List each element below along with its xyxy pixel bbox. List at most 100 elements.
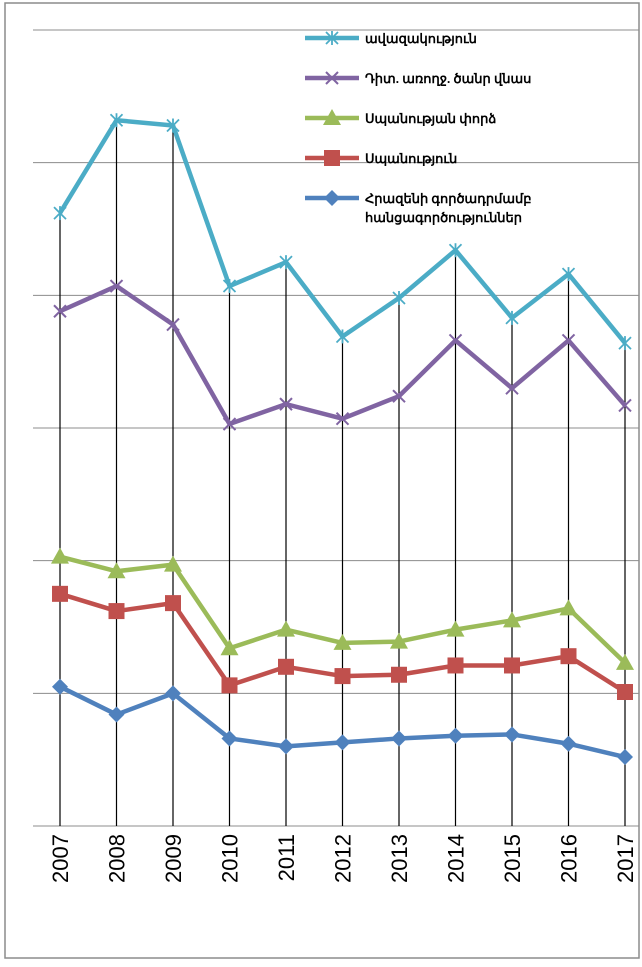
legend-item: Հրազենի գործադրմամբ հանցագործություններ <box>305 190 531 226</box>
data-point-square <box>324 150 340 166</box>
marker-stroke <box>505 381 519 395</box>
legend-label: Դիտ. առողջ. ծանր վնաս <box>365 71 531 86</box>
data-point-x <box>618 398 632 413</box>
data-point-star <box>618 336 632 351</box>
marker-stroke <box>618 398 632 413</box>
data-point-square <box>278 658 294 675</box>
data-point-triangle <box>323 109 341 125</box>
data-point-square <box>334 668 351 685</box>
series <box>51 547 634 670</box>
data-point-star <box>166 118 180 133</box>
series <box>52 585 633 701</box>
data-point-diamond <box>108 706 125 723</box>
data-point-triangle <box>446 620 465 637</box>
data-point-x <box>335 412 350 426</box>
data-point-triangle <box>559 599 578 616</box>
marker-stroke <box>279 397 293 411</box>
data-point-diamond <box>278 738 294 755</box>
legend-label: Հրազենի գործադրմամբ հանցագործություններ <box>365 191 531 226</box>
data-point-square <box>617 684 633 701</box>
legend-item: Սպանության փորձ <box>305 109 496 126</box>
data-point-star <box>53 206 67 221</box>
legend-item: Դիտ. առողջ. ծանր վնաս <box>305 71 531 86</box>
x-tick-label: 2011 <box>274 834 299 881</box>
marker-stroke <box>53 304 67 318</box>
data-point-star <box>335 329 350 344</box>
data-point-star <box>222 279 237 294</box>
data-point-x <box>109 279 124 293</box>
marker-stroke <box>166 317 180 332</box>
data-point-triangle <box>390 632 408 649</box>
data-point-triangle <box>107 562 126 579</box>
x-tick-label: 2012 <box>331 834 356 883</box>
x-tick-label: 2017 <box>613 834 638 883</box>
data-point-square <box>560 648 577 665</box>
marker-stroke <box>561 333 576 348</box>
series <box>52 678 633 766</box>
data-point-x <box>222 417 237 431</box>
data-point-triangle <box>164 555 182 572</box>
series <box>53 279 632 431</box>
data-point-diamond <box>52 678 68 695</box>
data-point-diamond <box>560 735 577 752</box>
marker-stroke <box>448 333 463 348</box>
data-point-diamond <box>447 727 464 744</box>
marker-stroke <box>392 389 406 403</box>
marker-stroke <box>222 417 237 431</box>
data-point-square <box>447 657 464 674</box>
data-point-x <box>448 333 463 348</box>
data-point-star <box>279 255 293 270</box>
data-point-x <box>561 333 576 348</box>
data-point-square <box>221 677 238 694</box>
data-point-square <box>391 666 407 683</box>
x-tick-label: 2014 <box>444 834 469 883</box>
legend-item: Սպանություն <box>305 150 457 166</box>
x-tick-label: 2008 <box>105 834 130 883</box>
data-point-x <box>325 71 339 85</box>
data-point-star <box>448 243 463 258</box>
data-point-triangle <box>51 547 69 564</box>
data-point-star <box>325 31 339 45</box>
data-point-diamond <box>334 734 351 751</box>
data-point-triangle <box>616 653 634 670</box>
x-tick-label: 2007 <box>48 834 73 883</box>
data-point-diamond <box>504 726 520 743</box>
data-point-star <box>392 290 406 305</box>
series-group <box>51 113 634 766</box>
x-tick-label: 2015 <box>500 834 525 883</box>
data-point-square <box>52 585 68 602</box>
data-point-x <box>279 397 293 411</box>
x-tick-label: 2016 <box>557 834 582 883</box>
data-point-square <box>108 603 125 620</box>
data-point-star <box>505 310 519 325</box>
legend-item: ավազակություն <box>305 31 477 46</box>
data-point-diamond <box>391 730 407 747</box>
x-tick-label: 2010 <box>218 834 243 883</box>
data-point-triangle <box>333 633 352 650</box>
marker-stroke <box>335 412 350 426</box>
data-point-diamond <box>165 685 181 702</box>
legend: ավազակություն Դիտ. առողջ. ծանր վնաս Սպանու… <box>305 31 531 226</box>
data-point-diamond <box>221 730 238 747</box>
data-point-triangle <box>220 639 239 656</box>
series <box>53 113 632 351</box>
data-point-x <box>505 381 519 395</box>
data-point-star <box>109 113 124 128</box>
marker-stroke <box>109 279 124 293</box>
x-tick-label: 2009 <box>161 834 186 883</box>
data-point-square <box>504 657 520 674</box>
legend-label: Սպանության փորձ <box>365 111 496 126</box>
data-point-diamond <box>324 190 340 206</box>
data-point-x <box>392 389 406 403</box>
data-point-triangle <box>277 620 295 637</box>
data-point-triangle <box>503 611 521 628</box>
data-point-star <box>561 267 576 282</box>
x-tick-label: 2013 <box>387 834 412 883</box>
x-axis-ticks: 2007 2008 2009 2010 2011 2012 2013 2014 2015 2016… <box>48 834 638 883</box>
data-point-square <box>165 595 181 612</box>
data-point-x <box>53 304 67 318</box>
data-point-diamond <box>617 749 633 766</box>
data-point-x <box>166 317 180 332</box>
